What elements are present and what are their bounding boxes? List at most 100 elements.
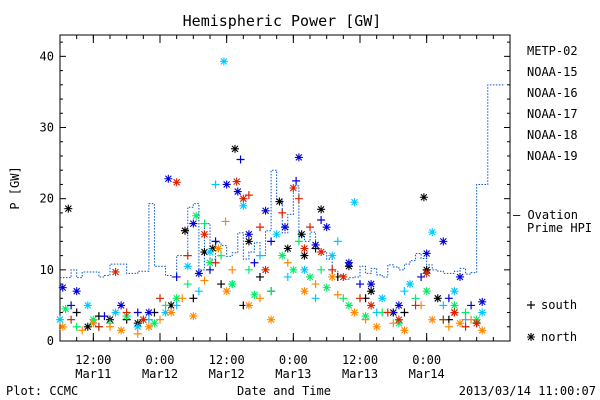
north-point	[378, 294, 387, 303]
south-point	[311, 294, 320, 303]
x-tick-label-time: 0:00	[279, 353, 308, 367]
north-point	[83, 301, 92, 310]
north-point	[344, 258, 353, 267]
south-marker-symbol	[527, 301, 535, 309]
south-point	[244, 265, 253, 274]
north-point	[111, 267, 120, 276]
north-point	[367, 287, 376, 296]
north-point	[300, 287, 309, 296]
north-point	[189, 219, 198, 228]
north-point	[161, 308, 170, 317]
north-point	[422, 287, 431, 296]
south-point	[206, 265, 214, 274]
south-point	[156, 315, 164, 324]
south-point	[200, 219, 209, 228]
north-point	[275, 197, 284, 206]
south-point	[444, 322, 453, 331]
south-point	[256, 251, 264, 260]
north-point	[422, 269, 431, 278]
north-point	[206, 248, 214, 257]
south-point	[72, 322, 81, 331]
south-point	[328, 265, 337, 274]
north-point	[56, 315, 64, 324]
north-point	[267, 315, 276, 324]
legend-entry: METP-02	[527, 44, 578, 58]
south-point	[417, 272, 426, 281]
north-point	[244, 301, 253, 310]
north-point	[419, 193, 428, 202]
x-tick-label-date: Mar12	[142, 367, 178, 381]
south-point	[178, 294, 187, 303]
south-point	[461, 308, 470, 317]
north-point	[219, 57, 228, 66]
north-point	[83, 322, 92, 331]
north-point	[58, 322, 67, 331]
north-point	[456, 319, 464, 328]
north-point	[233, 187, 242, 196]
south-point	[78, 326, 87, 335]
legend-entry: NOAA-17	[527, 107, 578, 121]
north-point	[281, 223, 289, 232]
north-point	[328, 251, 337, 260]
north-point	[250, 290, 259, 299]
legend-entry: NOAA-18	[527, 128, 578, 142]
y-tick-label: 10	[40, 263, 54, 277]
south-point	[122, 308, 131, 317]
north-point	[456, 272, 464, 281]
north-point	[478, 308, 487, 317]
south-point	[444, 294, 453, 303]
south-point	[161, 301, 170, 310]
marker-legend-label: north	[541, 330, 577, 344]
south-point	[256, 223, 264, 232]
north-point	[183, 262, 192, 271]
plot-area	[59, 34, 511, 342]
north-point	[394, 301, 403, 310]
north-point	[472, 319, 481, 328]
south-point	[317, 265, 326, 274]
north-point	[117, 326, 126, 335]
south-point	[94, 322, 103, 331]
x-tick-label-date: Mar13	[342, 367, 378, 381]
south-point	[100, 312, 109, 321]
north-point	[328, 272, 337, 281]
north-point	[172, 294, 181, 303]
north-point	[322, 283, 331, 292]
x-tick-label-date: Mar11	[75, 367, 111, 381]
south-point	[211, 237, 220, 246]
north-point	[208, 244, 217, 253]
north-point	[350, 308, 359, 317]
north-point	[244, 237, 253, 246]
south-point	[194, 287, 203, 296]
x-tick-label-time: 12:00	[75, 353, 111, 367]
north-point	[278, 251, 287, 260]
plot-frame	[59, 34, 511, 342]
y-tick-label: 40	[40, 49, 54, 63]
legend: METP-02 NOAA-15 NOAA-16 NOAA-17 NOAA-18 NOAA-…	[513, 44, 592, 344]
y-tick-label: 20	[40, 192, 54, 206]
north-point	[289, 265, 298, 274]
north-point	[350, 198, 359, 207]
footer-timestamp: 2013/03/14 11:00:07	[459, 384, 596, 398]
south-point	[172, 272, 181, 281]
north-point	[367, 280, 376, 289]
footer-plot-source: Plot: CCMC	[6, 384, 78, 398]
north-point	[61, 304, 70, 313]
north-point	[239, 194, 248, 203]
south-point	[383, 308, 392, 317]
north-point	[206, 258, 214, 267]
legend-hpi-line1: — Ovation	[513, 208, 578, 222]
north-point	[89, 319, 98, 328]
north-point	[222, 180, 231, 189]
ovation-prime-hpi-line	[60, 84, 505, 280]
north-point	[58, 283, 67, 292]
south-point	[133, 329, 142, 338]
x-tick-label-time: 0:00	[146, 353, 175, 367]
north-point	[322, 223, 331, 232]
south-point	[311, 280, 320, 289]
north-point	[261, 265, 270, 274]
north-point	[450, 308, 459, 317]
south-point	[221, 217, 230, 226]
north-point	[372, 322, 381, 331]
south-point	[283, 258, 292, 267]
